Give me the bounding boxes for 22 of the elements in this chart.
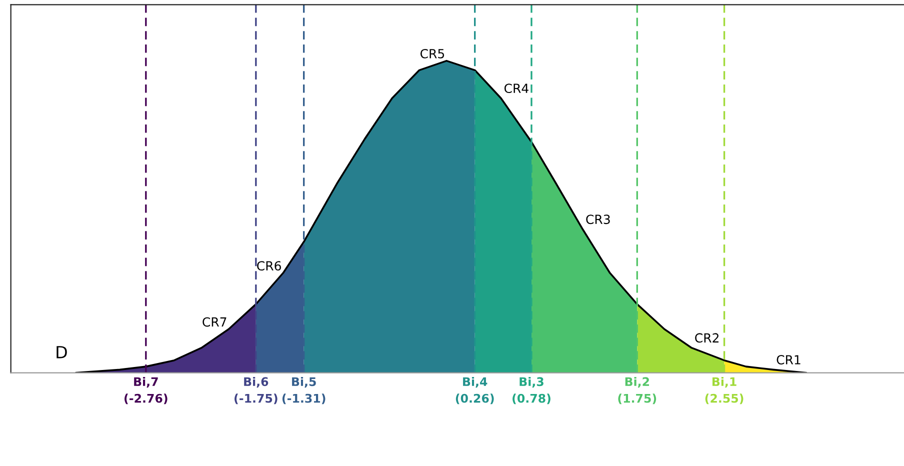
x-tick-label: (-2.76) — [124, 394, 168, 404]
ref-line-label: Bi,7 — [134, 376, 158, 388]
ref-line-label: Bi,4 — [463, 376, 488, 388]
series-label: CR5 — [420, 48, 444, 58]
ref-line-label: Bi,6 — [244, 376, 268, 388]
ref-line-label: Bi,1 — [712, 376, 736, 388]
ref-line-label: Bi,3 — [520, 376, 544, 388]
series-label: CR7 — [202, 317, 226, 327]
x-tick-label: (2.55) — [705, 394, 744, 404]
series-label: CR4 — [504, 84, 528, 94]
x-tick-label: (-1.31) — [282, 394, 326, 404]
series-label: CR6 — [257, 261, 281, 271]
series-label: CR2 — [695, 333, 718, 343]
ref-line-label: Bi,2 — [625, 376, 649, 388]
x-tick-label: (1.75) — [618, 394, 656, 404]
x-tick-label: (-1.75) — [234, 394, 278, 404]
series-label: CR3 — [586, 214, 610, 224]
ref-line-label: Bi,5 — [292, 376, 316, 388]
x-tick-label: (0.26) — [456, 394, 494, 404]
series-label: CR1 — [776, 355, 800, 364]
annotation: D — [56, 346, 67, 358]
x-tick-label: (0.78) — [512, 394, 550, 404]
